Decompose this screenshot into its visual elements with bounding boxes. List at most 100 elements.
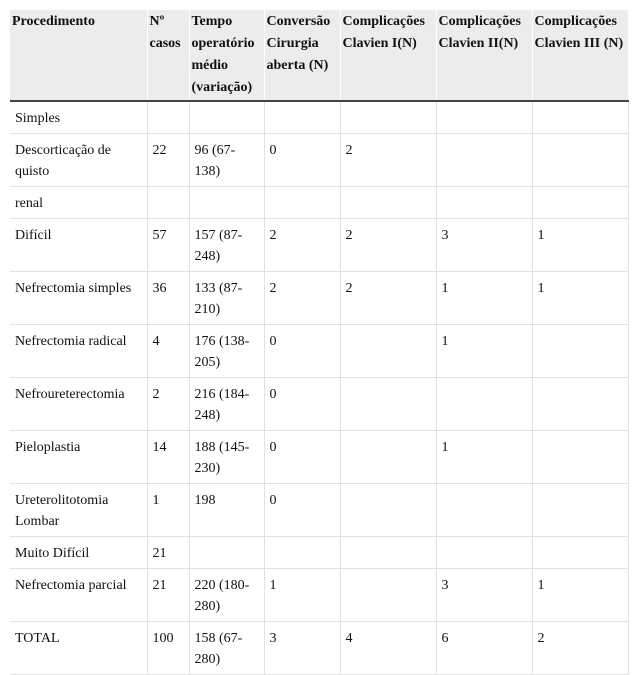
empty-cell — [146, 186, 190, 219]
empty-cell — [263, 186, 341, 219]
empty-cell — [339, 568, 437, 622]
cell: 0 — [263, 324, 341, 378]
empty-cell — [435, 377, 533, 431]
cell: Descorticação de quisto — [10, 133, 148, 187]
cell: 3 — [263, 621, 341, 675]
cell: 1 — [435, 271, 533, 325]
header-row: Procedimento Nº casos Tempo operatório méd… — [10, 10, 628, 102]
empty-cell — [339, 100, 437, 134]
cell: 157 (87-248) — [188, 218, 265, 272]
table-row: Nefroureterectomia 2 216 (184-248) 0 — [10, 377, 629, 431]
empty-cell — [435, 100, 533, 134]
cell: 2 — [339, 133, 437, 187]
cell: Nefrectomia radical — [10, 324, 148, 378]
cell: 1 — [263, 568, 341, 622]
table-row: Nefrectomia radical 4 176 (138-205) 0 1 — [10, 324, 629, 378]
cell: 198 — [188, 483, 265, 537]
cell: Ureterolitotomia Lombar — [10, 483, 148, 537]
table-row: Muito Difícil 21 — [10, 536, 629, 569]
cell: 2 — [531, 621, 629, 675]
cell: Nefroureterectomia — [10, 377, 148, 431]
empty-cell — [531, 430, 629, 484]
cell: 133 (87-210) — [188, 271, 265, 325]
cell: 1 — [146, 483, 190, 537]
cell: TOTAL — [10, 621, 148, 675]
header-cell: Procedimento — [10, 10, 147, 102]
cell: 100 — [146, 621, 190, 675]
header-cell: Complicações Clavien II(N) — [435, 10, 532, 102]
cell: 22 — [146, 133, 190, 187]
cell: 3 — [435, 218, 533, 272]
header-cell: Tempo operatório médio (variação) — [188, 10, 264, 102]
cell: 1 — [435, 324, 533, 378]
empty-cell — [435, 186, 533, 219]
cell: 1 — [531, 568, 629, 622]
cell: 3 — [435, 568, 533, 622]
cell: 158 (67-280) — [188, 621, 265, 675]
empty-cell — [339, 483, 437, 537]
table-row: Descorticação de quisto 22 96 (67-138) 0 2 — [10, 133, 629, 187]
cell: 0 — [263, 483, 341, 537]
cell: 6 — [435, 621, 533, 675]
cell: renal — [10, 186, 148, 219]
empty-cell — [531, 133, 629, 187]
cell: 1 — [531, 218, 629, 272]
cell: 216 (184-248) — [188, 377, 265, 431]
cell: 4 — [146, 324, 190, 378]
cell: 96 (67-138) — [188, 133, 265, 187]
empty-cell — [531, 324, 629, 378]
empty-cell — [188, 186, 265, 219]
cell: 2 — [263, 218, 341, 272]
empty-cell — [435, 483, 533, 537]
empty-cell — [188, 100, 265, 134]
empty-cell — [339, 430, 437, 484]
cell: 0 — [263, 430, 341, 484]
empty-cell — [339, 324, 437, 378]
cell: 2 — [339, 271, 437, 325]
table-body: Simples Descorticação de quisto 22 96 (67-1… — [10, 100, 629, 675]
empty-cell — [435, 133, 533, 187]
header-cell: Complicações Clavien III (N) — [531, 10, 628, 102]
table-row: Difícil 57 157 (87-248) 2 2 3 1 — [10, 218, 629, 272]
table-row: Nefrectomia simples 36 133 (87-210) 2 2 1 1 — [10, 271, 629, 325]
header-cell: Conversão Cirurgia aberta (N) — [263, 10, 340, 102]
cell: 220 (180-280) — [188, 568, 265, 622]
empty-cell — [531, 483, 629, 537]
empty-cell — [531, 536, 629, 569]
header-cell: Nº casos — [146, 10, 189, 102]
cell: Simples — [10, 100, 148, 134]
cell: 0 — [263, 377, 341, 431]
cell: Pieloplastia — [10, 430, 148, 484]
table-row: TOTAL 100 158 (67-280) 3 4 6 2 — [10, 621, 629, 675]
cell: 176 (138-205) — [188, 324, 265, 378]
cell: 21 — [146, 568, 190, 622]
cell: Muito Difícil — [10, 536, 148, 569]
table-row: Ureterolitotomia Lombar 1 198 0 — [10, 483, 629, 537]
cell: Nefrectomia simples — [10, 271, 148, 325]
empty-cell — [188, 536, 265, 569]
table-row: Nefrectomia parcial 21 220 (180-280) 1 3 1 — [10, 568, 629, 622]
empty-cell — [435, 536, 533, 569]
empty-cell — [531, 377, 629, 431]
cell: 1 — [435, 430, 533, 484]
cell: 2 — [146, 377, 190, 431]
cell: 188 (145-230) — [188, 430, 265, 484]
cell: Difícil — [10, 218, 148, 272]
cell: 36 — [146, 271, 190, 325]
empty-cell — [263, 100, 341, 134]
empty-cell — [339, 536, 437, 569]
header-cell: Complicações Clavien I(N) — [339, 10, 436, 102]
page: Procedimento Nº casos Tempo operatório méd… — [10, 10, 629, 675]
empty-cell — [339, 377, 437, 431]
cell: 2 — [339, 218, 437, 272]
data-table: Procedimento Nº casos Tempo operatório méd… — [10, 10, 629, 675]
empty-cell — [146, 100, 190, 134]
cell: 57 — [146, 218, 190, 272]
table-row: Pieloplastia 14 188 (145-230) 0 1 — [10, 430, 629, 484]
empty-cell — [531, 100, 629, 134]
cell: 0 — [263, 133, 341, 187]
cell: 14 — [146, 430, 190, 484]
empty-cell — [531, 186, 629, 219]
empty-cell — [263, 536, 341, 569]
table-row: Simples — [10, 100, 629, 134]
